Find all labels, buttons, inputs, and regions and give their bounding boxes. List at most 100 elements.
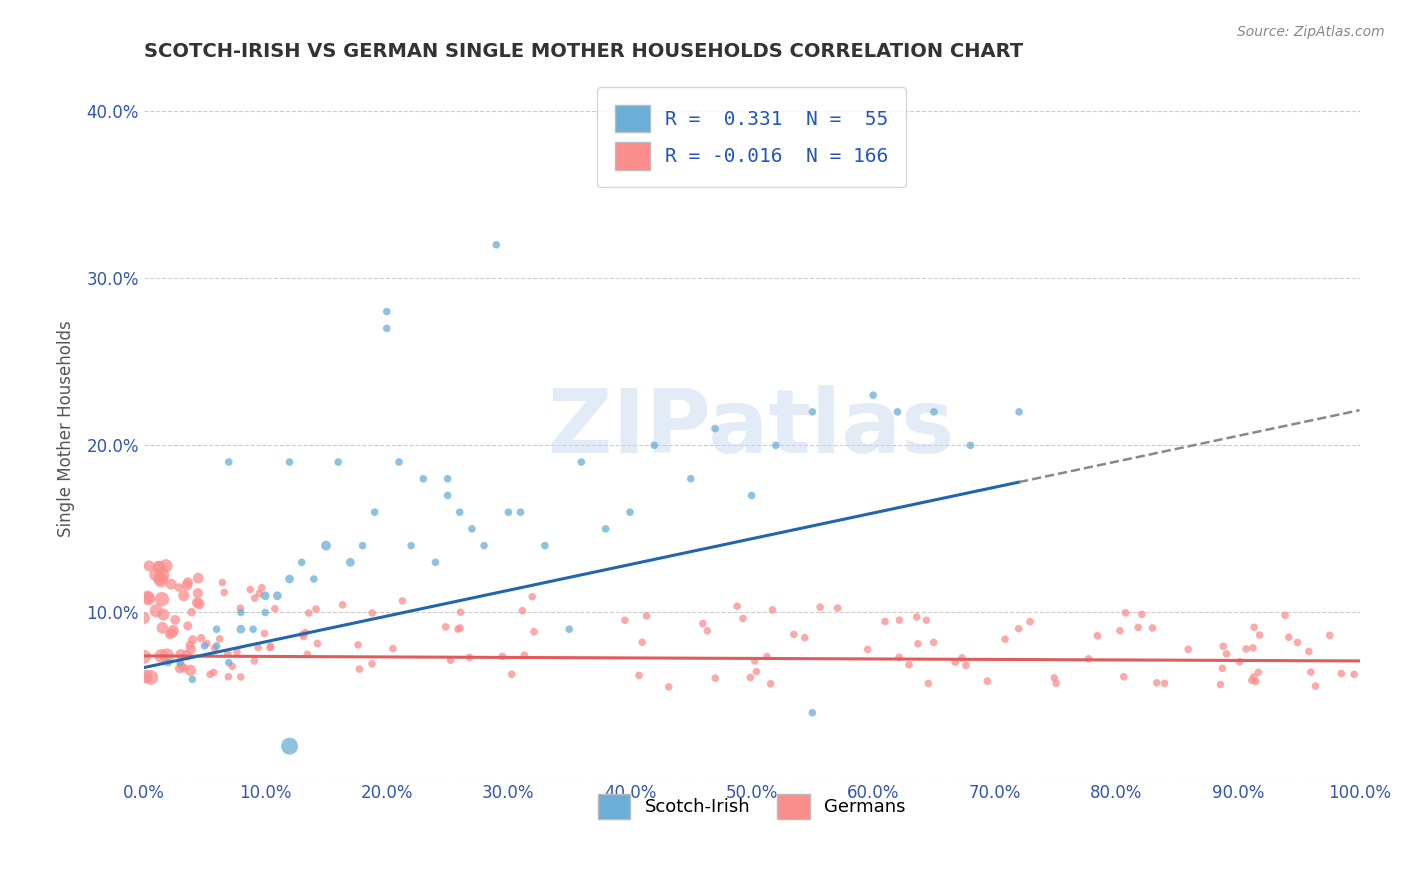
Point (388, 455, 411, 469)
Point (558, 622, 581, 636)
Point (169, 661, 191, 675)
Point (898, 657, 921, 672)
Point (165, 613, 187, 627)
Point (1043, 671, 1066, 685)
Point (254, 606, 277, 620)
Point (297, 647, 319, 661)
Point (1241, 640, 1264, 655)
Point (436, 488, 458, 502)
Point (382, 641, 405, 656)
Point (472, 539, 495, 553)
Point (243, 654, 266, 668)
Point (208, 632, 231, 646)
Point (643, 438, 665, 452)
Point (501, 667, 523, 681)
Point (204, 641, 226, 656)
Point (221, 659, 243, 673)
Legend: Scotch-Irish, Germans: Scotch-Irish, Germans (583, 780, 920, 834)
Point (188, 597, 211, 611)
Point (1146, 675, 1168, 690)
Point (159, 627, 181, 641)
Point (145, 567, 167, 582)
Point (801, 405, 824, 419)
Point (229, 622, 252, 636)
Point (177, 575, 200, 590)
Point (636, 608, 658, 623)
Point (1019, 615, 1042, 629)
Point (149, 572, 172, 586)
Point (1305, 679, 1327, 693)
Point (412, 472, 434, 486)
Point (679, 472, 702, 486)
Point (1114, 606, 1136, 620)
Point (212, 585, 235, 599)
Point (1209, 677, 1232, 691)
Point (1109, 624, 1132, 638)
Point (375, 321, 398, 335)
Point (801, 706, 824, 720)
Point (425, 555, 447, 569)
Point (294, 625, 316, 640)
Point (745, 665, 768, 679)
Point (292, 630, 315, 644)
Point (976, 674, 998, 689)
Point (569, 455, 592, 469)
Point (205, 622, 228, 636)
Point (150, 573, 173, 587)
Point (135, 669, 157, 683)
Point (399, 539, 422, 553)
Point (740, 670, 762, 684)
Point (266, 589, 288, 603)
Point (278, 455, 301, 469)
Point (180, 605, 202, 619)
Point (1298, 644, 1320, 658)
Point (226, 645, 249, 659)
Point (513, 648, 536, 663)
Point (218, 656, 240, 670)
Point (138, 591, 160, 606)
Point (247, 586, 270, 600)
Point (439, 653, 461, 667)
Point (744, 654, 766, 668)
Point (352, 539, 374, 553)
Point (1153, 676, 1175, 690)
Point (793, 631, 815, 645)
Point (1087, 629, 1109, 643)
Text: ZIPatlas: ZIPatlas (548, 385, 955, 472)
Point (180, 642, 202, 657)
Point (827, 601, 849, 615)
Point (692, 616, 714, 631)
Point (211, 575, 233, 590)
Point (862, 388, 884, 402)
Point (1319, 628, 1341, 642)
Point (1247, 665, 1270, 680)
Point (943, 655, 966, 669)
Point (218, 455, 240, 469)
Point (259, 640, 281, 655)
Point (391, 594, 413, 608)
Point (278, 572, 301, 586)
Point (534, 539, 557, 553)
Point (302, 572, 325, 586)
Point (1278, 630, 1301, 644)
Point (917, 676, 939, 690)
Point (305, 602, 328, 616)
Point (145, 604, 167, 618)
Point (1130, 607, 1153, 622)
Point (253, 626, 276, 640)
Point (179, 638, 201, 652)
Point (186, 596, 208, 610)
Point (1212, 640, 1234, 654)
Point (170, 658, 193, 673)
Point (179, 663, 201, 677)
Text: Source: ZipAtlas.com: Source: ZipAtlas.com (1237, 25, 1385, 39)
Point (522, 590, 544, 604)
Point (181, 632, 204, 647)
Point (1142, 621, 1164, 635)
Point (1299, 665, 1322, 679)
Point (696, 624, 718, 638)
Point (889, 650, 911, 665)
Point (291, 555, 314, 569)
Point (886, 405, 908, 419)
Point (193, 639, 215, 653)
